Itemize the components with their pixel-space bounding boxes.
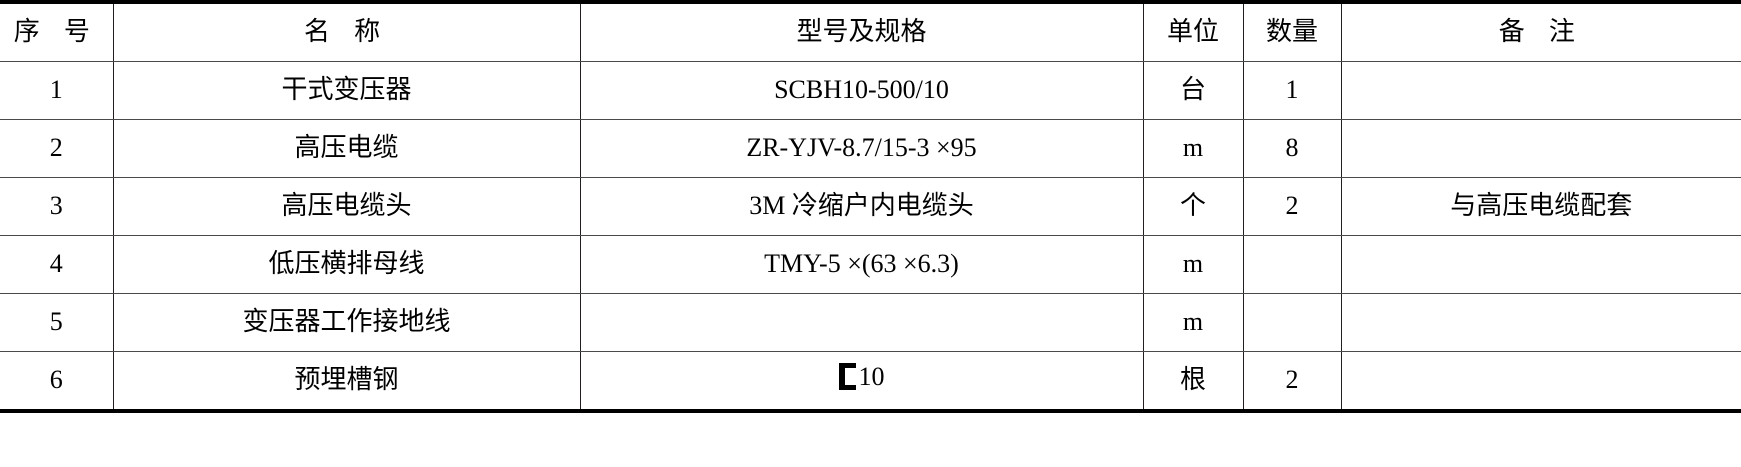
cell-serial-number: 2 [0, 119, 114, 178]
cell-quantity: 1 [1242, 61, 1342, 120]
cell-unit: 台 [1142, 61, 1244, 120]
cell-unit: m [1142, 235, 1244, 294]
cell-serial-number: 3 [0, 177, 114, 236]
cell-model-spec: SCBH10-500/10 [579, 61, 1144, 120]
cell-serial-number: 6 [0, 351, 114, 413]
cell-model-spec-value: 10 [858, 362, 885, 392]
cell-name: 干式变压器 [112, 61, 581, 120]
table-header-row: 序 号 名 称 型号及规格 单位 数量 备 注 [0, 0, 1741, 62]
cell-remark: 与高压电缆配套 [1340, 177, 1741, 236]
cell-name: 高压电缆头 [112, 177, 581, 236]
cell-model-spec: ZR-YJV-8.7/15-3 ×95 [579, 119, 1144, 178]
cell-name: 高压电缆 [112, 119, 581, 178]
cell-name: 预埋槽钢 [112, 351, 581, 413]
cell-serial-number: 1 [0, 61, 114, 120]
cell-name: 低压横排母线 [112, 235, 581, 294]
cell-model-spec: TMY-5 ×(63 ×6.3) [579, 235, 1144, 294]
table-row: 4 低压横排母线 TMY-5 ×(63 ×6.3) m [0, 235, 1741, 294]
table-row: 2 高压电缆 ZR-YJV-8.7/15-3 ×95 m 8 [0, 119, 1741, 178]
table-row: 5 变压器工作接地线 m [0, 293, 1741, 352]
column-header-name: 名 称 [112, 0, 581, 62]
cell-serial-number: 4 [0, 235, 114, 294]
cell-quantity: 2 [1242, 177, 1342, 236]
cell-unit: m [1142, 119, 1244, 178]
column-header-serial-number: 序 号 [0, 0, 114, 62]
table-row: 3 高压电缆头 3M 冷缩户内电缆头 个 2 与高压电缆配套 [0, 177, 1741, 236]
cell-remark [1340, 235, 1741, 294]
channel-steel-section-icon [838, 363, 856, 391]
cell-remark [1340, 351, 1741, 413]
cell-model-spec: 3M 冷缩户内电缆头 [579, 177, 1144, 236]
table-row: 1 干式变压器 SCBH10-500/10 台 1 [0, 61, 1741, 120]
cell-model-spec: 10 [579, 351, 1144, 413]
column-header-quantity: 数量 [1242, 0, 1342, 62]
cell-unit: 个 [1142, 177, 1244, 236]
cell-unit: m [1142, 293, 1244, 352]
cell-serial-number: 5 [0, 293, 114, 352]
table-row: 6 预埋槽钢 10 根 2 [0, 351, 1741, 413]
cell-remark [1340, 293, 1741, 352]
cell-model-spec [579, 293, 1144, 352]
bill-of-materials-table: 序 号 名 称 型号及规格 单位 数量 备 注 1 干式变压器 SCBH10-5… [0, 0, 1741, 413]
cell-remark [1340, 61, 1741, 120]
column-header-unit: 单位 [1142, 0, 1244, 62]
cell-quantity: 8 [1242, 119, 1342, 178]
cell-remark [1340, 119, 1741, 178]
cell-quantity: 2 [1242, 351, 1342, 413]
column-header-remark: 备 注 [1340, 0, 1741, 62]
cell-unit: 根 [1142, 351, 1244, 413]
cell-quantity [1242, 235, 1342, 294]
column-header-model-spec: 型号及规格 [579, 0, 1144, 62]
cell-quantity [1242, 293, 1342, 352]
cell-name: 变压器工作接地线 [112, 293, 581, 352]
